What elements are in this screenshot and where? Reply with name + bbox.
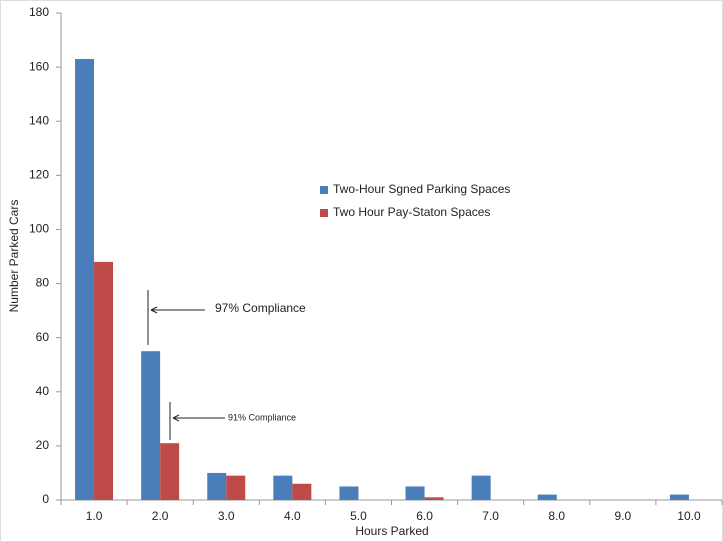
annotation: 91% Compliance: [228, 412, 296, 422]
x-tick-label: 8.0: [548, 509, 565, 523]
x-tick-label: 9.0: [615, 509, 632, 523]
legend-swatch: [320, 186, 328, 194]
y-tick-label: 0: [42, 492, 49, 506]
bar: [537, 494, 557, 500]
y-tick-label: 20: [36, 438, 50, 452]
y-tick-label: 120: [29, 168, 49, 182]
arrow-head: [172, 414, 180, 422]
x-tick-label: 4.0: [284, 509, 301, 523]
y-axis-title: Number Parked Cars: [7, 200, 21, 313]
bar: [207, 472, 227, 500]
bar: [424, 497, 444, 500]
bar: [292, 483, 312, 500]
y-tick-label: 60: [36, 330, 50, 344]
x-tick-label: 7.0: [482, 509, 499, 523]
y-tick-label: 160: [29, 59, 49, 73]
annotation: 97% Compliance: [215, 301, 306, 315]
bar: [405, 486, 425, 500]
bar: [339, 486, 359, 500]
x-axis-title: Hours Parked: [355, 524, 428, 538]
y-tick-label: 80: [36, 276, 50, 290]
y-tick-label: 100: [29, 222, 49, 236]
y-tick-label: 140: [29, 113, 49, 127]
x-tick-label: 6.0: [416, 509, 433, 523]
x-tick-label: 5.0: [350, 509, 367, 523]
x-tick-label: 2.0: [152, 509, 169, 523]
y-tick-label: 40: [36, 384, 50, 398]
bar: [471, 475, 491, 500]
bar: [160, 443, 180, 500]
bar: [94, 261, 114, 500]
bar: [226, 475, 246, 500]
bar: [273, 475, 293, 500]
x-tick-label: 1.0: [86, 509, 103, 523]
legend-swatch: [320, 209, 328, 217]
y-tick-label: 180: [29, 5, 49, 19]
bar: [75, 58, 95, 500]
bar: [141, 351, 161, 500]
arrow-head: [150, 306, 158, 314]
x-tick-label: 3.0: [218, 509, 235, 523]
legend-label: Two-Hour Sgned Parking Spaces: [333, 182, 510, 196]
x-tick-label: 10.0: [677, 509, 701, 523]
bar: [669, 494, 689, 500]
legend-label: Two Hour Pay-Staton Spaces: [333, 205, 490, 219]
